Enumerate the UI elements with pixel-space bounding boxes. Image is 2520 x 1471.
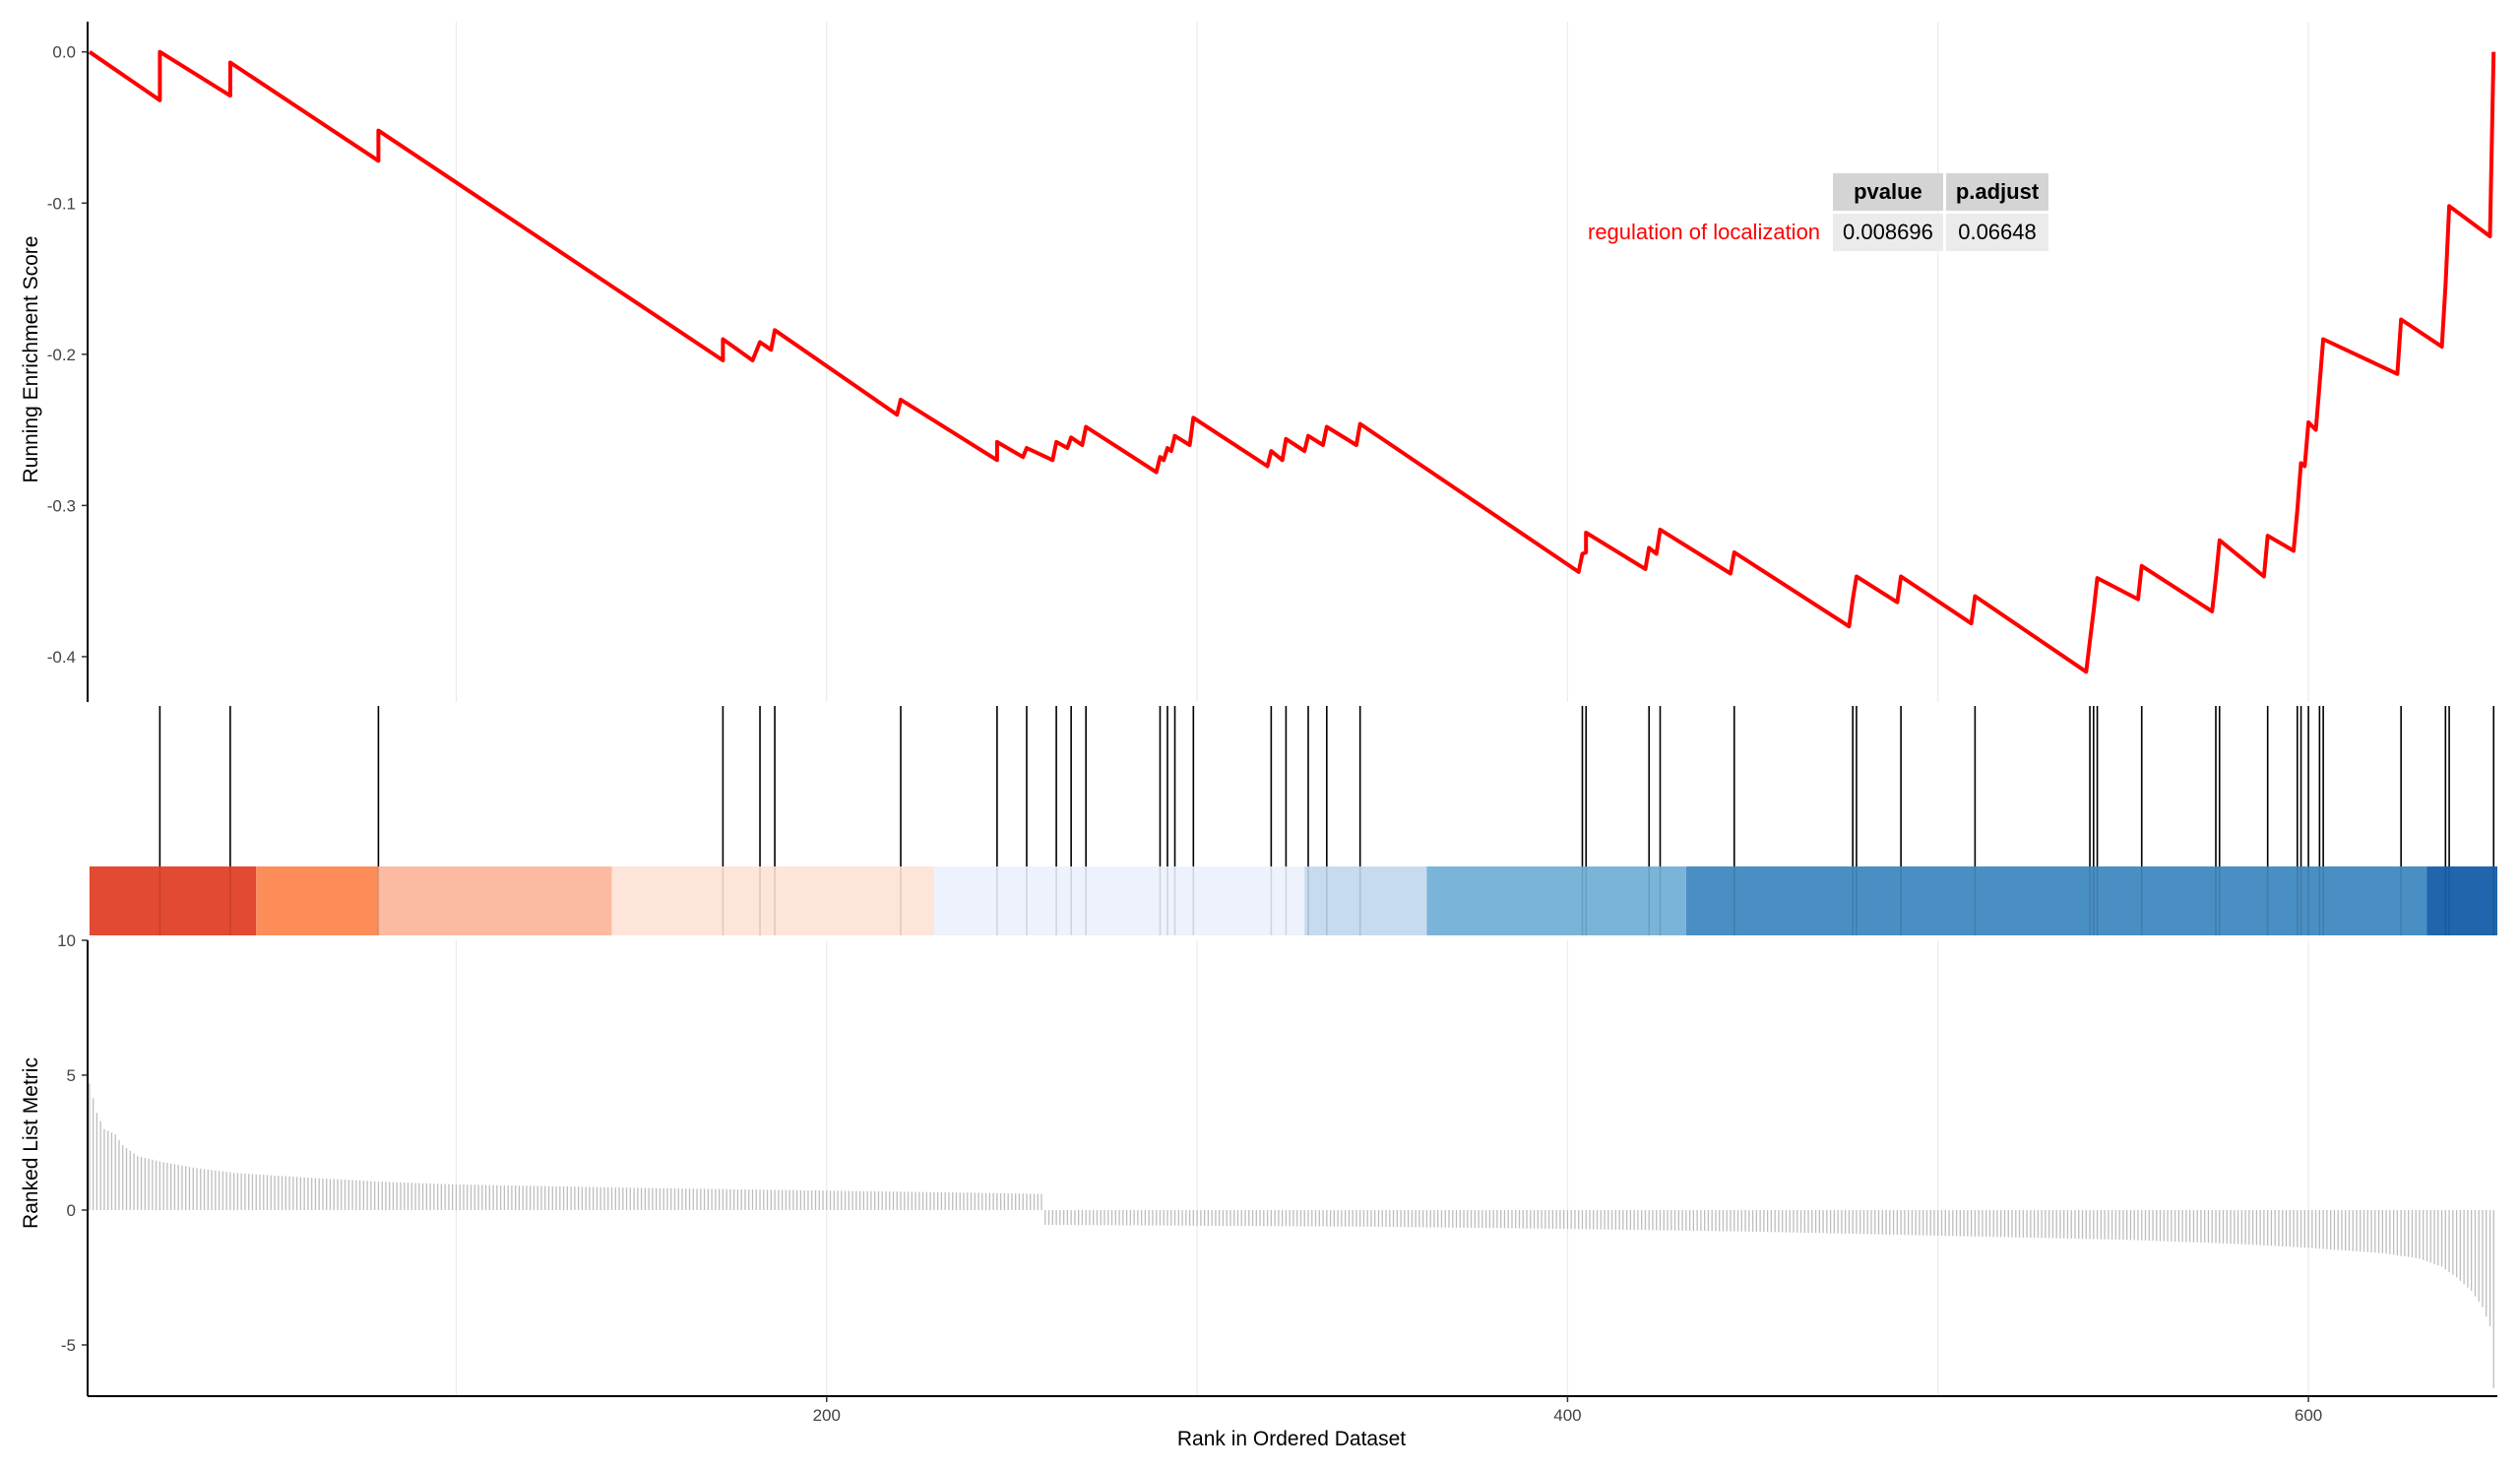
- stats-corner-cell: [1578, 173, 1830, 211]
- es-y-tick-label: -0.4: [47, 648, 76, 667]
- rank-band: [1426, 866, 1686, 935]
- gene-hit-lines: [158, 706, 2495, 935]
- x-axis-title: Rank in Ordered Dataset: [1177, 1428, 1406, 1450]
- x-tick-label: 400: [1553, 1406, 1581, 1425]
- metric-y-tick-label: 10: [57, 931, 76, 950]
- axes: [82, 22, 2497, 1402]
- term-label: regulation of localization: [1588, 220, 1821, 244]
- metric-y-axis-title: Ranked List Metric: [20, 1057, 42, 1229]
- x-tick-label: 200: [813, 1406, 841, 1425]
- rank-band: [1304, 866, 1427, 935]
- pvalue-cell: 0.008696: [1833, 214, 1943, 251]
- padjust-header: p.adjust: [1945, 173, 2049, 211]
- stats-value-row: regulation of localization 0.008696 0.06…: [1578, 214, 2049, 251]
- rank-band: [1685, 866, 2427, 935]
- es-y-tick-label: -0.3: [47, 496, 76, 515]
- rank-band: [378, 866, 612, 935]
- metric-y-tick-label: 5: [67, 1066, 76, 1085]
- x-tick-label: 600: [2295, 1406, 2322, 1425]
- rank-band: [933, 866, 1305, 935]
- enrichment-score-curve: [88, 49, 2496, 674]
- rank-band: [611, 866, 934, 935]
- stats-header-row: pvalue p.adjust: [1578, 173, 2049, 211]
- enrichment-curve-layer: [88, 49, 2496, 674]
- metric-y-tick-label: -5: [61, 1336, 76, 1355]
- stats-table: pvalue p.adjust regulation of localizati…: [1575, 170, 2051, 254]
- ranked-metric-bars: [89, 1083, 2494, 1388]
- rank-color-bands: [89, 866, 2497, 935]
- es-y-tick-label: -0.2: [47, 346, 76, 364]
- padjust-cell: 0.06648: [1945, 214, 2049, 251]
- rank-band: [89, 866, 257, 935]
- tick-labels: 0.0 -0.1 -0.2 -0.3 -0.4 10 5 0 -5 200 400 600: [47, 43, 2323, 1425]
- rank-band: [256, 866, 379, 935]
- es-y-axis-title: Running Enrichment Score: [20, 236, 42, 483]
- es-y-tick-label: -0.1: [47, 194, 76, 213]
- metric-y-tick-label: 0: [67, 1201, 76, 1220]
- es-y-tick-label: 0.0: [52, 43, 76, 62]
- pvalue-header: pvalue: [1833, 173, 1943, 211]
- grid-lines: [455, 22, 2309, 1396]
- rank-band: [2426, 866, 2497, 935]
